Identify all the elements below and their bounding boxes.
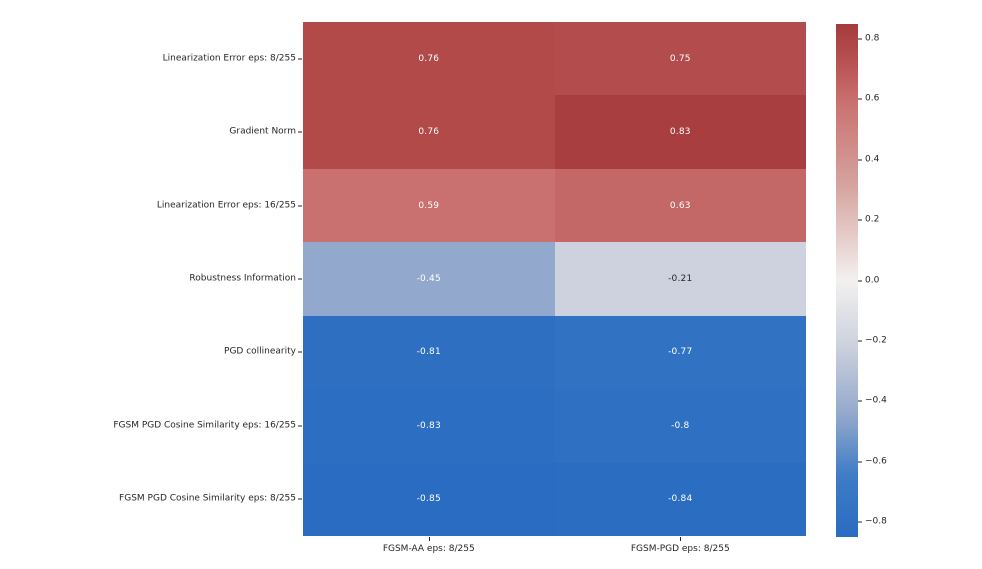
colorbar	[836, 24, 858, 537]
heatmap-cell: -0.21	[554, 242, 806, 316]
heatmap-cell: 0.83	[554, 95, 806, 169]
colorbar-tick-mark	[858, 461, 862, 463]
cell-value: 0.76	[418, 127, 440, 138]
colorbar-tick-label: −0.2	[865, 335, 887, 346]
y-tick-mark	[298, 58, 302, 60]
colorbar-tick-label: −0.4	[865, 395, 887, 406]
colorbar-tick-label: 0.6	[865, 93, 880, 104]
colorbar-tick-mark	[858, 521, 862, 523]
x-tick-mark	[428, 537, 430, 541]
y-tick-mark	[298, 205, 302, 207]
y-tick-label: FGSM PGD Cosine Similarity eps: 16/255	[113, 420, 296, 431]
colorbar-tick-label: −0.8	[865, 516, 887, 527]
heatmap-cell: -0.77	[554, 315, 806, 390]
y-tick-mark	[298, 131, 302, 133]
heatmap-cell: 0.76	[303, 22, 555, 96]
heatmap-cell: -0.84	[554, 462, 806, 536]
colorbar-tick-mark	[858, 38, 862, 40]
colorbar-tick-mark	[858, 340, 862, 342]
colorbar-tick-mark	[858, 400, 862, 402]
cell-value: 0.59	[418, 200, 440, 211]
cell-value: -0.45	[416, 273, 441, 284]
y-tick-mark	[298, 278, 302, 280]
heatmap-cell: 0.63	[554, 168, 806, 243]
cell-value: -0.81	[416, 347, 441, 358]
cell-value: -0.8	[671, 420, 690, 431]
heatmap-cell: -0.81	[303, 315, 555, 390]
heatmap-cell: -0.45	[303, 242, 555, 316]
colorbar-tick-mark	[858, 280, 862, 281]
cell-value: -0.83	[416, 420, 441, 431]
colorbar-tick-mark	[858, 219, 862, 221]
cell-value: 0.76	[418, 53, 440, 64]
colorbar-tick-mark	[858, 159, 862, 161]
colorbar-tick-label: 0.8	[865, 33, 880, 44]
y-tick-label: Linearization Error eps: 16/255	[156, 200, 296, 211]
colorbar-tick-label: 0.0	[865, 275, 880, 285]
y-tick-mark	[298, 351, 302, 353]
y-tick-label: Robustness Information	[189, 273, 296, 284]
heatmap-cell: -0.83	[303, 389, 555, 463]
colorbar-tick-label: 0.4	[865, 154, 880, 165]
cell-value: -0.85	[416, 494, 441, 505]
cell-value: -0.21	[668, 273, 693, 284]
heatmap-cell: -0.8	[554, 389, 806, 463]
heatmap-cell: 0.75	[554, 22, 806, 96]
y-tick-mark	[298, 498, 302, 500]
heatmap-cell: -0.85	[303, 462, 555, 536]
heatmap-grid: 0.76 0.75 0.76 0.83 0.59 0.63 -0.45 -0.21 -0.81 -…	[303, 22, 806, 536]
heatmap-cell: 0.59	[303, 168, 555, 243]
cell-value: 0.75	[669, 53, 691, 64]
x-tick-label: FGSM-PGD eps: 8/255	[630, 544, 730, 554]
y-tick-label: PGD collinearity	[224, 346, 296, 357]
colorbar-tick-label: 0.2	[865, 214, 880, 225]
cell-value: 0.83	[669, 127, 691, 138]
y-tick-label: Gradient Norm	[229, 126, 296, 137]
cell-value: -0.84	[668, 494, 693, 505]
x-tick-mark	[680, 537, 682, 541]
colorbar-tick-mark	[858, 98, 862, 100]
y-tick-label: Linearization Error eps: 8/255	[162, 53, 296, 64]
y-tick-mark	[298, 425, 302, 427]
y-tick-label: FGSM PGD Cosine Similarity eps: 8/255	[119, 493, 296, 504]
cell-value: 0.63	[669, 200, 691, 211]
colorbar-tick-label: −0.6	[865, 456, 887, 467]
x-tick-label: FGSM-AA eps: 8/255	[382, 544, 475, 554]
heatmap-cell: 0.76	[303, 95, 555, 169]
cell-value: -0.77	[668, 347, 693, 358]
